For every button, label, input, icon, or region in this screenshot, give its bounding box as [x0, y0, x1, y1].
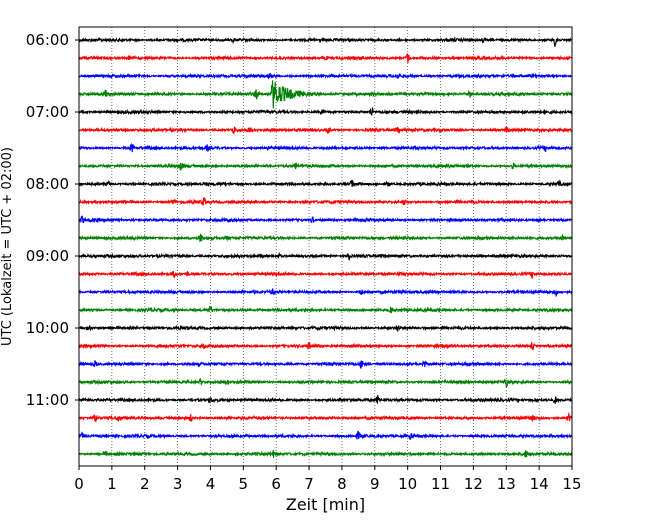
x-tick-label: 1 — [107, 475, 117, 493]
seismic-trace-0715 — [78, 126, 573, 135]
seismic-trace-0830 — [78, 215, 573, 224]
y-tick-label: 06:00 — [26, 31, 69, 49]
seismic-trace-0945 — [78, 305, 573, 314]
x-tick-label: 10 — [398, 475, 417, 493]
y-axis-label: UTC (Lokalzeit = UTC + 02:00) — [0, 147, 15, 346]
x-tick-label: 8 — [337, 475, 347, 493]
seismic-trace-1100 — [78, 394, 573, 404]
seismic-trace-0800 — [78, 179, 573, 188]
plot-frame — [78, 26, 573, 467]
minute-gridlines — [111, 27, 540, 466]
seismic-trace-1000 — [78, 324, 573, 332]
seismic-trace-1015 — [78, 341, 573, 350]
x-tick-label: 14 — [530, 475, 549, 493]
seismic-trace-1145 — [78, 449, 573, 458]
y-tick-label: 07:00 — [26, 103, 69, 121]
seismic-trace-0930 — [78, 287, 573, 298]
seismic-trace-1045 — [78, 377, 573, 388]
seismic-trace-0730 — [78, 142, 573, 153]
seismic-trace-0700 — [78, 106, 573, 116]
x-tick-label: 3 — [173, 475, 183, 493]
x-tick-label: 4 — [206, 475, 216, 493]
seismic-trace-0845 — [78, 233, 573, 243]
x-tick-label: 0 — [74, 475, 84, 493]
y-tick-label: 09:00 — [26, 247, 69, 265]
seismic-trace-1130 — [78, 430, 573, 441]
x-axis-label: Zeit [min] — [286, 495, 365, 514]
seismic-trace-0600 — [78, 36, 573, 47]
seismic-trace-0645 — [78, 80, 573, 109]
seismic-trace-0815 — [78, 197, 573, 206]
seismic-trace-1115 — [78, 411, 573, 423]
x-tick-label: 6 — [271, 475, 281, 493]
x-tick-label: 2 — [140, 475, 150, 493]
x-tick-label: 9 — [370, 475, 380, 493]
y-axis-ticks: 06:00 07:00 08:00 09:00 10:00 11:00 — [26, 31, 79, 409]
x-tick-label: 12 — [464, 475, 483, 493]
x-tick-label: 11 — [431, 475, 450, 493]
x-tick-label: 13 — [497, 475, 516, 493]
seismic-trace-0615 — [78, 53, 573, 63]
seismic-trace-0915 — [78, 270, 573, 279]
y-tick-label: 10:00 — [26, 319, 69, 337]
x-tick-label: 7 — [304, 475, 314, 493]
y-tick-label: 11:00 — [26, 391, 69, 409]
seismic-trace-0630 — [78, 72, 573, 80]
seismic-trace-0900 — [78, 251, 573, 261]
y-tick-label: 08:00 — [26, 175, 69, 193]
x-axis-ticks: 0 1 2 3 4 5 6 7 8 9 10 11 12 13 14 15 — [74, 466, 582, 493]
x-tick-label: 15 — [562, 475, 581, 493]
seismic-trace-0745 — [78, 162, 573, 171]
seismic-trace-1030 — [78, 359, 573, 369]
x-tick-label: 5 — [239, 475, 249, 493]
seismic-traces — [78, 36, 573, 458]
